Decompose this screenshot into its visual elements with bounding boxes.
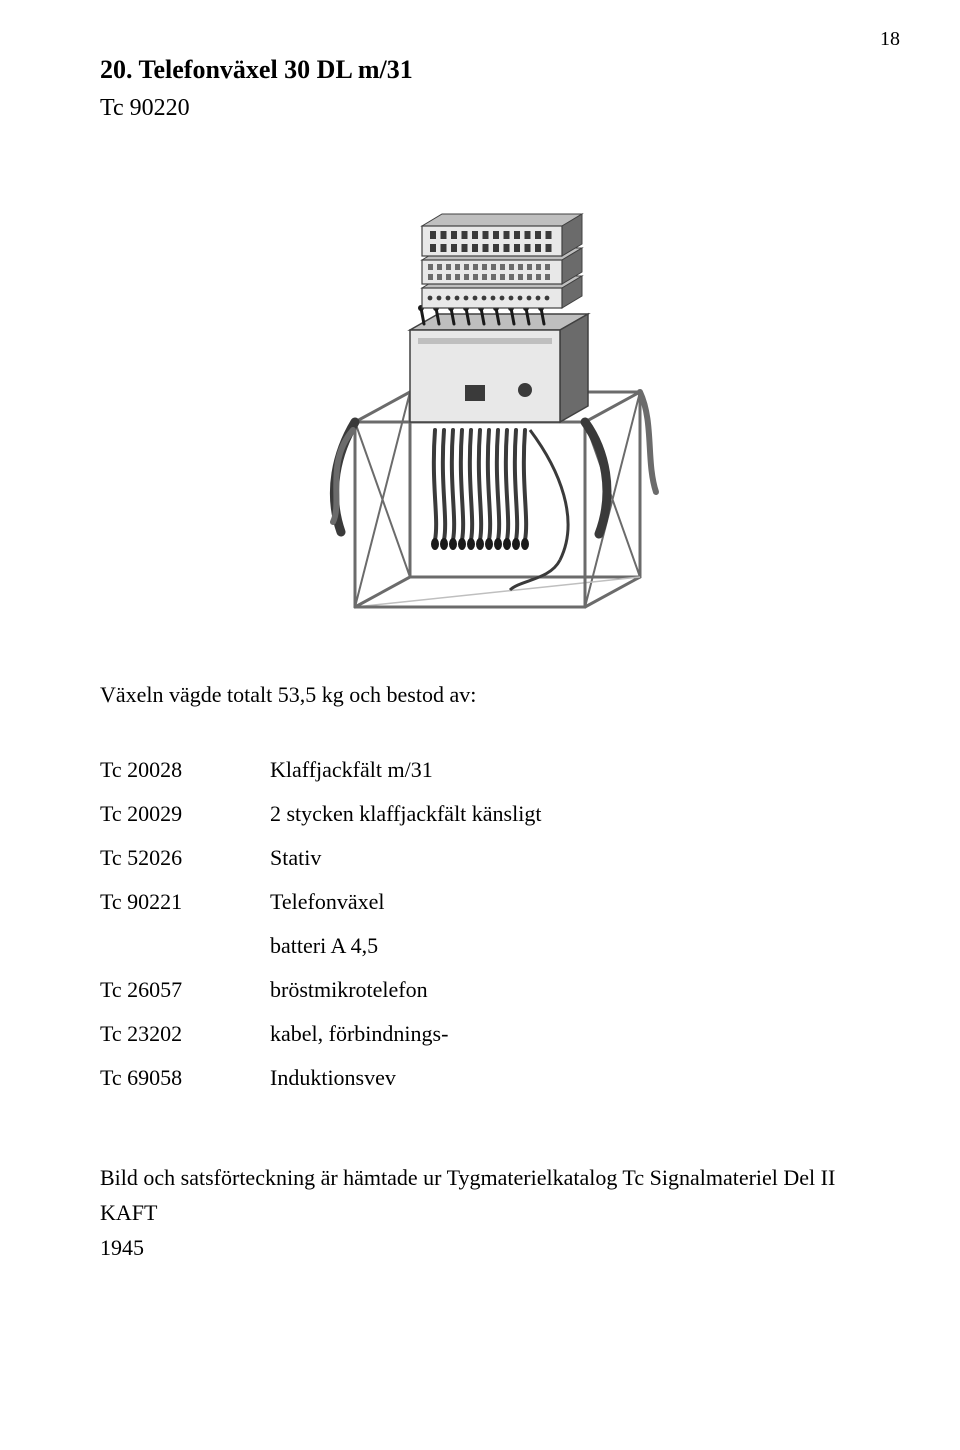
- parts-code: Tc 26057: [100, 968, 270, 1012]
- parts-list: Tc 20028Klaffjackfält m/31Tc 200292 styc…: [100, 748, 860, 1100]
- parts-desc: Induktionsvev: [270, 1056, 860, 1100]
- parts-code: Tc 52026: [100, 836, 270, 880]
- parts-row: Tc 90221Telefonväxel: [100, 880, 860, 924]
- parts-code: Tc 20029: [100, 792, 270, 836]
- page-subtitle: Tc 90220: [100, 95, 860, 122]
- parts-row: Tc 52026Stativ: [100, 836, 860, 880]
- page-number: 18: [880, 28, 900, 51]
- parts-desc: Telefonväxel: [270, 880, 860, 924]
- source-caption: Bild och satsförteckning är hämtade ur T…: [100, 1160, 860, 1266]
- parts-desc: Klaffjackfält m/31: [270, 748, 860, 792]
- parts-row: Tc 23202kabel, förbindnings-: [100, 1012, 860, 1056]
- parts-desc: 2 stycken klaffjackfält känsligt: [270, 792, 860, 836]
- equipment-figure: [100, 162, 860, 622]
- parts-desc: batteri A 4,5: [270, 924, 860, 968]
- intro-text: Växeln vägde totalt 53,5 kg och bestod a…: [100, 682, 860, 708]
- parts-code: Tc 90221: [100, 880, 270, 924]
- parts-row: Tc 69058Induktionsvev: [100, 1056, 860, 1100]
- parts-desc: bröstmikrotelefon: [270, 968, 860, 1012]
- parts-row: Tc 20028Klaffjackfält m/31: [100, 748, 860, 792]
- parts-row: Tc 200292 stycken klaffjackfält känsligt: [100, 792, 860, 836]
- parts-desc: Stativ: [270, 836, 860, 880]
- page-title: 20. Telefonväxel 30 DL m/31: [100, 50, 860, 89]
- parts-code: Tc 20028: [100, 748, 270, 792]
- parts-row: batteri A 4,5: [100, 924, 860, 968]
- parts-code: Tc 69058: [100, 1056, 270, 1100]
- parts-desc: kabel, förbindnings-: [270, 1012, 860, 1056]
- caption-line-1: Bild och satsförteckning är hämtade ur T…: [100, 1160, 860, 1230]
- caption-line-2: 1945: [100, 1230, 860, 1265]
- parts-row: Tc 26057bröstmikrotelefon: [100, 968, 860, 1012]
- parts-code: Tc 23202: [100, 1012, 270, 1056]
- telephone-exchange-illustration: [260, 162, 700, 622]
